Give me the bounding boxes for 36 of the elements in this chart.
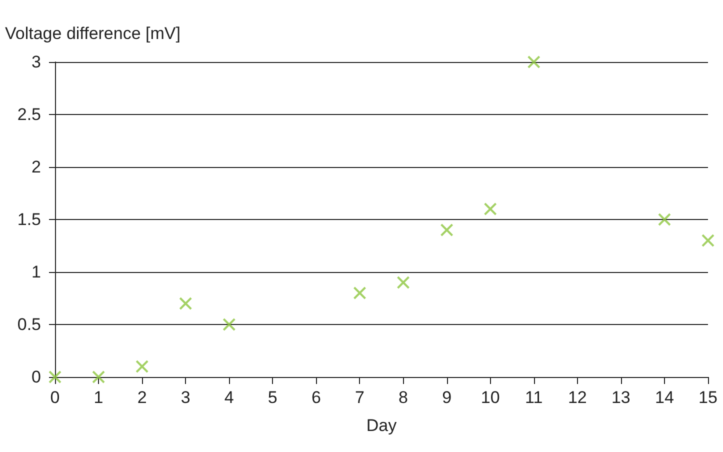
y-tick-label: 3 — [32, 52, 41, 72]
x-tick-label: 8 — [398, 388, 408, 407]
x-tick-label: 9 — [442, 388, 452, 407]
point — [92, 370, 106, 384]
y-tick-label: 2.5 — [17, 105, 41, 124]
x-tick-label: 1 — [94, 388, 104, 407]
x-tick-label: 5 — [268, 388, 278, 407]
x-axis-title: Day — [366, 416, 398, 435]
x-tick-label: 12 — [568, 388, 587, 407]
point — [440, 224, 454, 236]
y-tick-label: 2 — [32, 158, 41, 176]
x-tick-label: 13 — [611, 388, 630, 407]
x-tick-label: 15 — [698, 388, 718, 407]
point — [484, 202, 497, 216]
x-tick-label: 11 — [525, 388, 543, 407]
point — [179, 297, 192, 310]
y-axis-title: Voltage difference [mV] — [5, 24, 180, 43]
point — [222, 318, 236, 331]
point — [136, 360, 149, 373]
x-tick-label: 6 — [311, 388, 321, 407]
x-tick-label: 10 — [480, 388, 500, 407]
y-tick-label: 0.5 — [17, 315, 41, 334]
y-tick-label: 1 — [32, 262, 41, 282]
y-tick-label: 1.5 — [17, 210, 41, 229]
point — [702, 234, 714, 247]
point — [658, 213, 671, 226]
x-tick-label: 3 — [180, 388, 190, 407]
x-tick-label: 14 — [655, 388, 674, 407]
x-tick-label: 7 — [355, 388, 364, 407]
point — [396, 276, 410, 289]
y-tick-label: 0 — [32, 368, 41, 386]
point — [353, 286, 366, 300]
point — [527, 56, 540, 68]
x-tick-label: 2 — [137, 388, 147, 407]
x-tick-label: 0 — [50, 388, 60, 407]
x-tick-label: 4 — [224, 388, 234, 407]
